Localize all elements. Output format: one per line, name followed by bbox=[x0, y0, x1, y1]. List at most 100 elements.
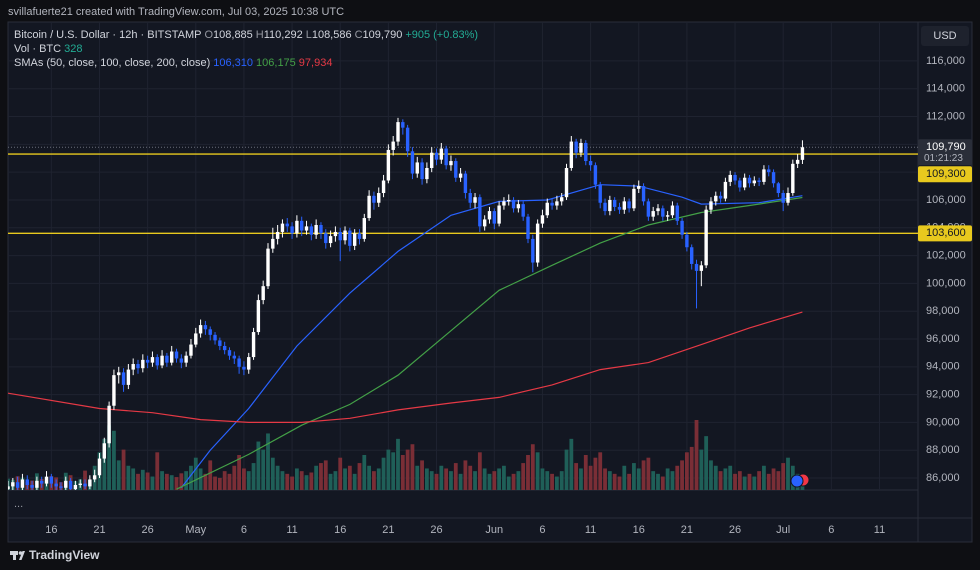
candle-body bbox=[709, 201, 713, 210]
candle-body bbox=[718, 195, 723, 199]
sma-value: 106,310 bbox=[213, 57, 254, 69]
candle-body bbox=[362, 218, 366, 239]
chart-frame bbox=[7, 21, 973, 543]
candle-body bbox=[367, 195, 371, 219]
volume-bar bbox=[453, 463, 458, 490]
volume-bar bbox=[723, 468, 728, 490]
volume-bar bbox=[107, 425, 112, 490]
candle-body bbox=[728, 174, 732, 182]
candle-body bbox=[275, 231, 280, 239]
x-tick-label: Jun bbox=[485, 524, 503, 536]
candle-body bbox=[136, 364, 140, 369]
volume-bar bbox=[227, 473, 232, 490]
candle-body bbox=[155, 357, 159, 366]
candle-body bbox=[117, 372, 121, 376]
candle-body bbox=[791, 163, 795, 194]
volume-bar bbox=[612, 473, 617, 490]
candle-body bbox=[579, 142, 583, 153]
candle-body bbox=[184, 355, 188, 363]
volume-label: Vol · BTC bbox=[14, 43, 62, 55]
candle-body bbox=[564, 167, 569, 198]
candle-body bbox=[535, 223, 540, 263]
more-button[interactable]: ... bbox=[14, 498, 23, 510]
volume-bar bbox=[102, 438, 107, 490]
candle-body bbox=[285, 223, 289, 227]
candle-body bbox=[593, 165, 598, 185]
x-tick-label: 6 bbox=[241, 524, 247, 536]
candle-body bbox=[237, 358, 241, 367]
ohlc-key: L bbox=[305, 29, 312, 41]
volume-bar bbox=[540, 468, 545, 490]
x-tick-label: May bbox=[185, 524, 206, 536]
candle-body bbox=[415, 162, 419, 174]
candle-body bbox=[203, 325, 208, 330]
volume-bar bbox=[728, 465, 733, 490]
volume-bar bbox=[607, 471, 612, 490]
candle-body bbox=[680, 220, 684, 235]
x-tick-label: 21 bbox=[681, 524, 693, 536]
volume-bar bbox=[699, 449, 704, 490]
candle-body bbox=[20, 479, 25, 488]
volume-bar bbox=[670, 471, 675, 490]
candle-body bbox=[179, 358, 184, 363]
candle-body bbox=[319, 224, 323, 234]
candle-body bbox=[338, 231, 342, 241]
volume-bar bbox=[189, 465, 193, 490]
candle-body bbox=[521, 204, 525, 217]
candle-body bbox=[555, 201, 559, 206]
candle-body bbox=[324, 233, 328, 244]
candle-body bbox=[25, 479, 29, 485]
candle-body bbox=[295, 220, 299, 234]
volume-bar bbox=[660, 476, 665, 490]
candle-body bbox=[545, 202, 549, 216]
candle-body bbox=[92, 475, 97, 480]
volume-bar bbox=[636, 468, 641, 490]
legend-volume-row: Vol · BTC 328 bbox=[14, 42, 481, 56]
candle-body bbox=[73, 484, 78, 490]
candle-body bbox=[218, 340, 222, 346]
volume-bar bbox=[752, 476, 757, 490]
volume-bar bbox=[261, 449, 266, 490]
candle-body bbox=[271, 238, 275, 249]
candle-body bbox=[343, 230, 347, 241]
change: +905 (+0.83%) bbox=[405, 29, 479, 41]
sma-value: 97,934 bbox=[298, 57, 333, 69]
candle-body bbox=[261, 286, 265, 301]
candle-body bbox=[11, 482, 15, 487]
currency-box[interactable] bbox=[921, 26, 969, 46]
candle-body bbox=[646, 201, 651, 217]
volume-bar bbox=[256, 441, 261, 490]
candle-body bbox=[795, 159, 800, 164]
volume-bar bbox=[304, 475, 309, 490]
candle-body bbox=[401, 122, 405, 128]
y-tick-label: 94,000 bbox=[926, 361, 960, 373]
candle-body bbox=[617, 206, 622, 210]
candle-body bbox=[145, 359, 150, 363]
x-tick-label: 16 bbox=[633, 524, 645, 536]
candle-body bbox=[44, 476, 49, 484]
volume-bar bbox=[338, 457, 343, 490]
candle-body bbox=[266, 248, 270, 287]
volume-bar bbox=[439, 465, 444, 490]
candle-body bbox=[386, 149, 391, 181]
y-tick-label: 86,000 bbox=[926, 472, 960, 484]
volume-bar bbox=[535, 452, 540, 490]
volume-bar bbox=[468, 465, 473, 490]
candle-body bbox=[637, 186, 641, 189]
y-tick-label: 98,000 bbox=[926, 305, 960, 317]
candle-body bbox=[405, 127, 410, 152]
candle-body bbox=[742, 177, 747, 188]
volume-bar bbox=[246, 471, 251, 490]
volume-bar bbox=[323, 460, 328, 490]
volume-bar bbox=[266, 433, 270, 490]
candle-body bbox=[280, 223, 285, 232]
legend: Bitcoin / U.S. Dollar · 12h · BITSTAMP O1… bbox=[14, 28, 481, 70]
currency[interactable]: USD bbox=[933, 30, 956, 42]
x-tick-label: Jul bbox=[776, 524, 790, 536]
volume-bar bbox=[208, 460, 213, 490]
candle-body bbox=[752, 180, 756, 184]
candle-body bbox=[502, 201, 506, 206]
x-tick-label: 16 bbox=[334, 524, 346, 536]
candle-body bbox=[516, 204, 521, 209]
